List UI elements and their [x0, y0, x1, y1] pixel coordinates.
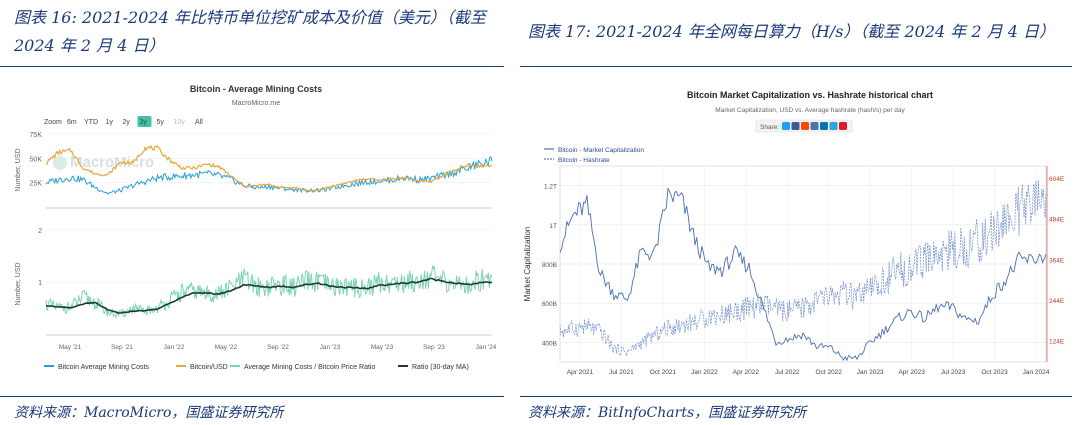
ratio-series-line: [45, 265, 493, 319]
x-tick-label: Jan 2023: [857, 369, 884, 376]
x-tick-label: Jul 2022: [775, 369, 800, 376]
figure-16-source: 资料来源：MacroMicro，国盛证券研究所: [14, 405, 284, 421]
zoom-option-5y[interactable]: 5y: [157, 119, 165, 126]
x-tick-label: Jan '23: [320, 344, 341, 351]
legend-item[interactable]: Average Mining Costs / Bitcoin Price Rat…: [244, 364, 375, 371]
mining-cost-svg: Bitcoin - Average Mining Costs MacroMicro…: [15, 84, 497, 371]
x-tick-label: Jul 2021: [609, 369, 634, 376]
facebook-icon[interactable]: [791, 122, 800, 130]
right-panel: 图表 17: 2021-2024 年全网每日算力（H/s）（截至 2024 年 …: [520, 0, 1080, 425]
y-tick-label: 1: [38, 280, 42, 287]
chart-title: Bitcoin Market Capitalization vs. Hashra…: [687, 90, 933, 100]
legend-item[interactable]: Bitcoin/USD: [190, 364, 228, 371]
x-tick-label: Oct 2023: [981, 369, 1008, 376]
chart-subtitle: MacroMicro.me: [232, 100, 280, 107]
market-cap-series-line: [559, 187, 1047, 362]
x-tick-label: Sep '22: [267, 344, 289, 351]
y-tick-label: 400B: [542, 340, 557, 347]
x-tick-label: Oct 2022: [816, 369, 843, 376]
source-divider: [520, 396, 1072, 397]
title-divider: [520, 66, 1072, 67]
y-axis-label: Number, USD: [15, 148, 22, 191]
vk-icon[interactable]: [810, 122, 819, 130]
x-tick-label: May '23: [371, 344, 394, 351]
x-tick-label: May '21: [59, 344, 82, 351]
chart-title: Bitcoin - Average Mining Costs: [190, 84, 322, 94]
weibo-icon[interactable]: [839, 122, 847, 130]
y-axis-label: Market Capitalization: [523, 227, 532, 302]
y-tick-label: 2: [38, 228, 42, 235]
y-tick-label: 25K: [30, 181, 43, 188]
zoom-option-2y[interactable]: 2y: [123, 119, 131, 126]
y-axis-label: Number, USD: [15, 262, 22, 305]
mining-cost-chart: Bitcoin - Average Mining Costs MacroMicro…: [8, 72, 504, 390]
y-tick-label: 50K: [30, 156, 43, 163]
mining-cost-series-line: [45, 156, 493, 195]
x-tick-label: May '22: [215, 344, 238, 351]
y-tick-label: 600B: [542, 301, 557, 308]
telegram-icon[interactable]: [829, 122, 838, 130]
x-tick-label: Sep '21: [111, 344, 133, 351]
watermark-logo-icon: [53, 156, 67, 170]
figure-16-title: 图表 16: 2021-2024 年比特币单位挖矿成本及价值（美元）（截至 20…: [14, 8, 486, 55]
y2-tick-label: 364E: [1049, 257, 1065, 264]
figure-17-title: 图表 17: 2021-2024 年全网每日算力（H/s）（截至 2024 年 …: [528, 22, 1056, 41]
x-tick-label: Apr 2023: [898, 369, 925, 376]
hashrate-chart: Bitcoin Market Capitalization vs. Hashra…: [520, 80, 1080, 390]
x-tick-label: Sep '23: [423, 344, 445, 351]
chart-subtitle: Market Capitalization, USD vs. Average h…: [715, 107, 905, 114]
zoom-option-3y[interactable]: 3y: [140, 119, 148, 126]
legend-item[interactable]: Bitcoin - Hashrate: [558, 157, 610, 164]
zoom-option-All[interactable]: All: [195, 119, 203, 126]
hashrate-svg: Bitcoin Market Capitalization vs. Hashra…: [523, 90, 1065, 376]
y2-tick-label: 244E: [1049, 298, 1065, 305]
y-tick-label: 800B: [542, 262, 557, 269]
y-tick-label: 75K: [30, 132, 43, 139]
x-tick-label: Jan 2024: [1023, 369, 1050, 376]
source-divider: [0, 396, 504, 397]
x-tick-label: Jul 2023: [941, 369, 966, 376]
legend-item[interactable]: Bitcoin Average Mining Costs: [58, 364, 149, 371]
zoom-option-YTD[interactable]: YTD: [84, 119, 98, 126]
share-label: Share:: [760, 124, 779, 131]
btc-usd-series-line: [45, 144, 493, 192]
y-tick-label: 1T: [549, 223, 557, 230]
zoom-option-1y[interactable]: 1y: [106, 119, 114, 126]
legend-item[interactable]: Bitcoin - Market Capitalization: [558, 147, 644, 154]
legend-item[interactable]: Ratio (30-day MA): [412, 364, 469, 371]
zoom-label: Zoom: [44, 119, 62, 126]
hashrate-series-line: [559, 180, 1047, 357]
zoom-option-10y[interactable]: 10y: [174, 119, 186, 126]
x-tick-label: Jan 2022: [691, 369, 718, 376]
linkedin-icon[interactable]: [820, 122, 828, 130]
left-panel: 图表 16: 2021-2024 年比特币单位挖矿成本及价值（美元）（截至 20…: [0, 0, 512, 425]
y2-tick-label: 484E: [1049, 217, 1065, 224]
y2-tick-label: 604E: [1049, 176, 1065, 183]
figure-17-source: 资料来源：BitInfoCharts，国盛证券研究所: [528, 405, 807, 421]
zoom-option-6m[interactable]: 6m: [67, 119, 77, 126]
title-divider: [0, 66, 504, 67]
y-tick-label: 1.2T: [544, 184, 557, 191]
x-tick-label: Apr 2021: [567, 369, 594, 376]
twitter-icon[interactable]: [782, 122, 790, 130]
x-tick-label: Apr 2022: [733, 369, 760, 376]
zoom-selected-bg: [137, 116, 152, 127]
reddit-icon[interactable]: [801, 122, 809, 130]
y2-tick-label: 124E: [1049, 338, 1065, 345]
x-tick-label: Jan '22: [164, 344, 185, 351]
watermark: MacroMicro: [70, 154, 154, 171]
ratio-ma-series-line: [45, 277, 493, 314]
x-tick-label: Oct 2021: [650, 369, 677, 376]
x-tick-label: Jan '24: [476, 344, 497, 351]
